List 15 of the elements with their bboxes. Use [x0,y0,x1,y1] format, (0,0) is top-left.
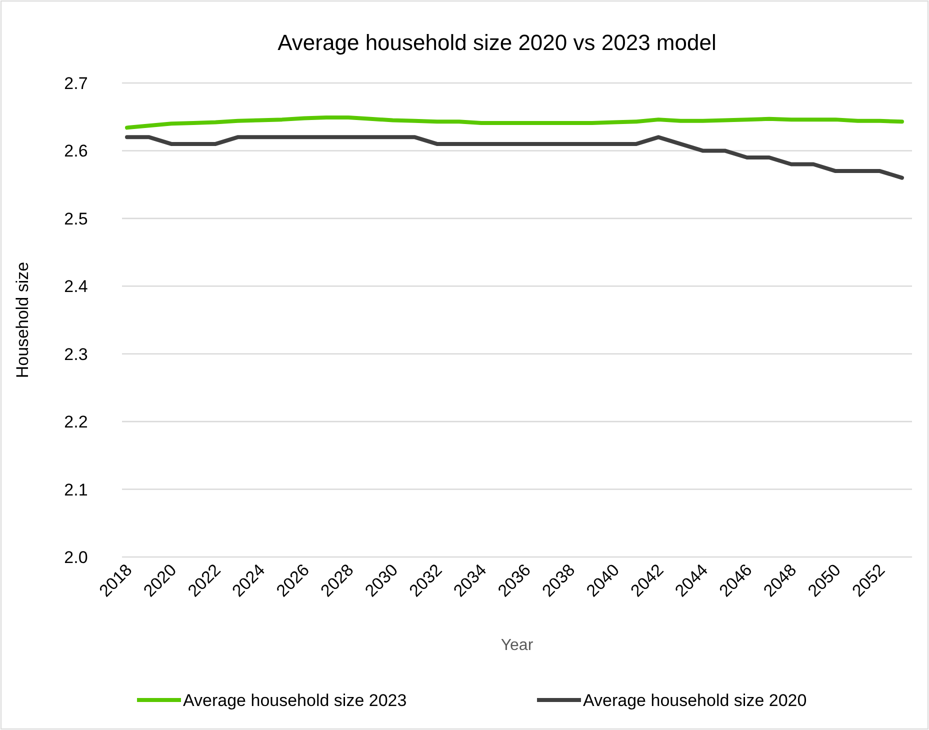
y-tick-label: 2.3 [64,344,88,364]
line-series [125,116,904,130]
chart-title: Average household size 2020 vs 2023 model [278,30,716,55]
y-axis-title: Household size [13,262,32,378]
x-axis-title: Year [500,637,534,654]
legend-label: Average household size 2020 [583,691,807,710]
y-tick-label: 2.6 [64,142,88,161]
y-tick-label: 2.4 [64,277,88,296]
y-tick-label: 2.7 [64,74,88,93]
y-tick-label: 2.0 [64,548,88,567]
y-tick-label: 2.2 [64,412,88,432]
legend-label: Average household size 2023 [183,691,407,710]
line-series [125,135,904,180]
y-tick-label: 2.5 [64,209,88,228]
y-tick-label: 2.1 [64,480,88,500]
